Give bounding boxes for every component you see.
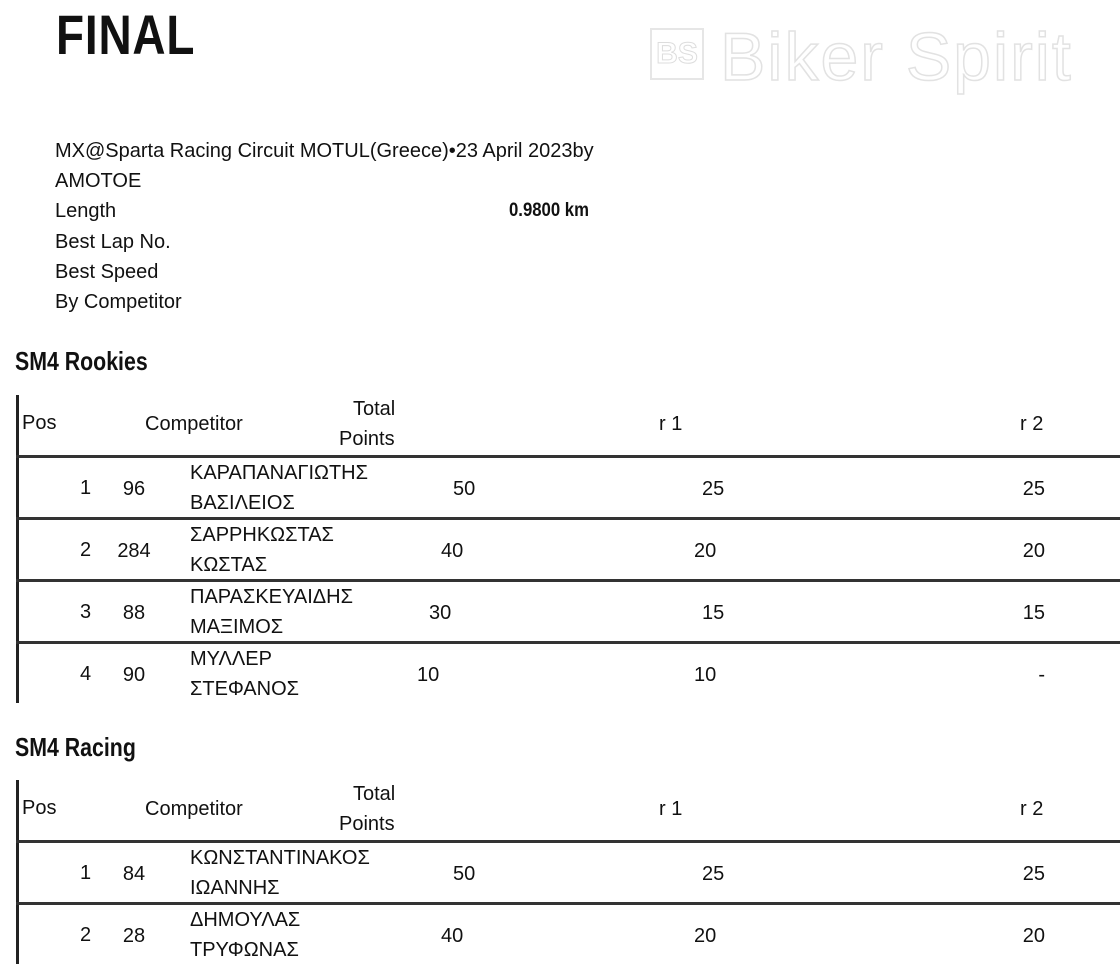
by-competitor-label: By Competitor	[55, 291, 182, 313]
total-points: 30	[429, 602, 452, 624]
header-competitor: Competitor	[145, 798, 243, 820]
best-speed-label: Best Speed	[55, 261, 159, 283]
class-title: SM4 Racing	[15, 732, 136, 762]
r2-points: 25	[1022, 478, 1045, 500]
header-competitor: Competitor	[145, 413, 243, 435]
header-points: Points	[339, 428, 395, 450]
header-total: Total	[353, 783, 396, 805]
pos: 1	[80, 862, 92, 884]
event-line: MX@Sparta Racing Circuit MOTUL(Greece)•2…	[55, 140, 594, 162]
results-table: Pos Competitor Total Points r 1 r 2 1 96 ΚΑΡΑΠΑΝ…	[0, 395, 1120, 704]
surname: ΔΗΜΟΥΛΑΣ	[190, 909, 301, 931]
competitor-name: ΠΑΡΑΣΚΕΥΑΙΔΗΣ ΜΑΞΙΜΟΣ	[190, 582, 353, 642]
surname: ΠΑΡΑΣΚΕΥΑΙΔΗΣ	[190, 586, 353, 608]
r1-points: 10	[694, 664, 717, 686]
r1-points: 20	[694, 540, 717, 562]
bib-number: 90	[122, 664, 146, 686]
header-pos: Pos	[22, 412, 57, 434]
competitor-name: ΔΗΜΟΥΛΑΣ ΤΡΥΦΩΝΑΣ	[190, 905, 300, 965]
total-points: 40	[441, 925, 464, 947]
r2-points: 15	[1022, 602, 1045, 624]
watermark: Biker Spirit	[719, 18, 1073, 96]
header-r1: r 1	[659, 413, 683, 435]
bib-number: 84	[122, 863, 146, 885]
pos: 3	[80, 601, 92, 623]
row-divider	[16, 579, 1120, 582]
row-divider	[16, 641, 1120, 644]
bib-number: 284	[117, 540, 151, 562]
table-border	[16, 395, 19, 703]
header-pos: Pos	[22, 797, 57, 819]
row-divider	[16, 517, 1120, 520]
header-r2: r 2	[1020, 798, 1044, 820]
header-divider	[16, 840, 1120, 843]
pos: 1	[80, 477, 92, 499]
competitor-name: ΚΑΡΑΠΑΝΑΓΙΩΤΗΣ ΒΑΣΙΛΕΙΟΣ	[190, 458, 368, 518]
watermark-logo: BS	[650, 28, 704, 80]
r2-points: 20	[1022, 925, 1045, 947]
header-total: Total	[353, 398, 396, 420]
bib-number: 28	[122, 925, 146, 947]
table-border	[16, 780, 19, 964]
header-points: Points	[339, 813, 395, 835]
bib-number: 96	[122, 478, 146, 500]
r2-points: 25	[1022, 863, 1045, 885]
surname: ΣΑΡΡΗΚΩΣΤΑΣ	[190, 524, 334, 546]
best-lap-label: Best Lap No.	[55, 231, 171, 253]
r1-points: 20	[694, 925, 717, 947]
r2-points: 20	[1022, 540, 1045, 562]
firstname: ΜΑΞΙΜΟΣ	[190, 616, 284, 638]
competitor-name: ΜΥΛΛΕΡ ΣΤΕΦΑΝΟΣ	[190, 644, 299, 704]
firstname: ΒΑΣΙΛΕΙΟΣ	[190, 492, 295, 514]
r1-points: 25	[702, 478, 725, 500]
surname: ΜΥΛΛΕΡ	[190, 648, 272, 670]
pos: 4	[80, 663, 92, 685]
r1-points: 15	[702, 602, 725, 624]
firstname: ΤΡΥΦΩΝΑΣ	[190, 939, 299, 961]
length-value: 0.9800 km	[509, 200, 589, 221]
firstname: ΚΩΣΤΑΣ	[190, 554, 268, 576]
bib-number: 88	[122, 602, 146, 624]
pos: 2	[80, 539, 92, 561]
total-points: 40	[441, 540, 464, 562]
competitor-name: ΚΩΝΣΤΑΝΤΙΝΑΚΟΣ ΙΩΑΝΝΗΣ	[190, 843, 370, 903]
header-r1: r 1	[659, 798, 683, 820]
firstname: ΣΤΕΦΑΝΟΣ	[190, 678, 300, 700]
header-r2: r 2	[1020, 413, 1044, 435]
r1-points: 25	[702, 863, 725, 885]
r2-points: -	[1038, 664, 1045, 686]
row-divider	[16, 902, 1120, 905]
page-title: FINAL	[56, 3, 196, 66]
total-points: 50	[453, 478, 476, 500]
total-points: 10	[417, 664, 440, 686]
competitor-name: ΣΑΡΡΗΚΩΣΤΑΣ ΚΩΣΤΑΣ	[190, 520, 334, 580]
total-points: 50	[453, 863, 476, 885]
surname: ΚΑΡΑΠΑΝΑΓΙΩΤΗΣ	[190, 462, 368, 484]
header-divider	[16, 455, 1120, 458]
organizer: AMOTOE	[55, 170, 142, 192]
length-label: Length	[55, 200, 117, 222]
class-title: SM4 Rookies	[15, 346, 148, 376]
surname: ΚΩΝΣΤΑΝΤΙΝΑΚΟΣ	[190, 847, 370, 869]
firstname: ΙΩΑΝΝΗΣ	[190, 877, 280, 899]
pos: 2	[80, 924, 92, 946]
results-table: Pos Competitor Total Points r 1 r 2 1 84 ΚΩΝΣΤΑΝ…	[0, 780, 1120, 965]
